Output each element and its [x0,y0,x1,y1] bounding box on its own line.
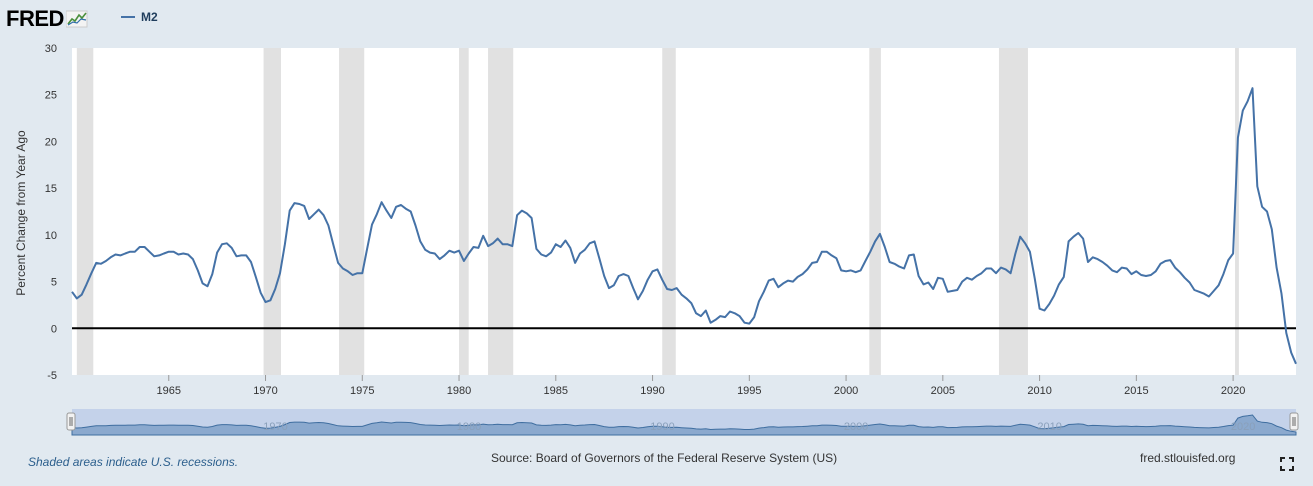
recession-band [339,48,365,375]
logo-graph-icon [65,10,88,28]
navigator-label: 1970 [263,421,287,433]
logo-text: FRED [6,6,64,31]
recession-shading [76,48,1239,375]
recession-band [662,48,676,375]
navigator-label: 2020 [1231,421,1255,433]
navigator-handle-left[interactable] [66,412,76,431]
legend: M2 [121,10,158,24]
series-line-m2 [71,87,1297,365]
x-tick-label: 2020 [1221,385,1245,397]
x-tick-label: 2010 [1027,385,1051,397]
y-axis: -5 0 5 10 15 20 25 30 [45,43,57,382]
x-tick-label: 2015 [1124,385,1148,397]
recession-band [1235,48,1239,375]
legend-swatch [121,16,135,18]
navigator-labels: 1970 1980 1990 2000 2010 2020 [263,421,1255,433]
x-tick-label: 1995 [737,385,761,397]
navigator-label: 1980 [457,421,481,433]
navigator-area [71,414,1297,436]
y-tick-label: 0 [51,323,57,335]
navigator-label: 1990 [650,421,674,433]
recession-band [869,48,881,375]
x-tick-label: 1965 [157,385,181,397]
x-tick-label: 1980 [447,385,471,397]
fred-logo[interactable]: FRED [6,6,88,32]
navigator-label: 2000 [844,421,868,433]
x-tick-label: 2005 [931,385,955,397]
recession-band [76,48,94,375]
fullscreen-icon[interactable] [1280,457,1294,471]
plot-area [72,48,1296,375]
navigator-handle-right[interactable] [1289,412,1299,431]
x-tick-label: 1975 [350,385,374,397]
y-tick-label: 15 [45,183,57,195]
recession-band [263,48,281,375]
site-link[interactable]: fred.stlouisfed.org [1140,451,1236,465]
y-tick-label: 10 [45,230,57,242]
recession-band [459,48,469,375]
recession-band [998,48,1028,375]
x-tick-label: 2000 [834,385,858,397]
x-tick-label: 1990 [640,385,664,397]
y-tick-label: 30 [45,43,57,55]
y-tick-label: -5 [47,370,57,382]
x-tick-label: 1985 [544,385,568,397]
y-tick-label: 25 [45,90,57,102]
x-axis: 1965 1970 1975 1980 1985 1990 1995 2000 2005 2010… [157,375,1245,397]
x-tick-label: 1970 [253,385,277,397]
y-tick-label: 5 [51,277,57,289]
navigator-label: 2010 [1037,421,1061,433]
y-axis-title: Percent Change from Year Ago [14,130,28,296]
source-note: Source: Board of Governors of the Federa… [491,451,838,465]
recession-note: Shaded areas indicate U.S. recessions. [28,455,239,469]
recession-band [488,48,514,375]
legend-label: M2 [141,10,158,24]
y-tick-label: 20 [45,136,57,148]
